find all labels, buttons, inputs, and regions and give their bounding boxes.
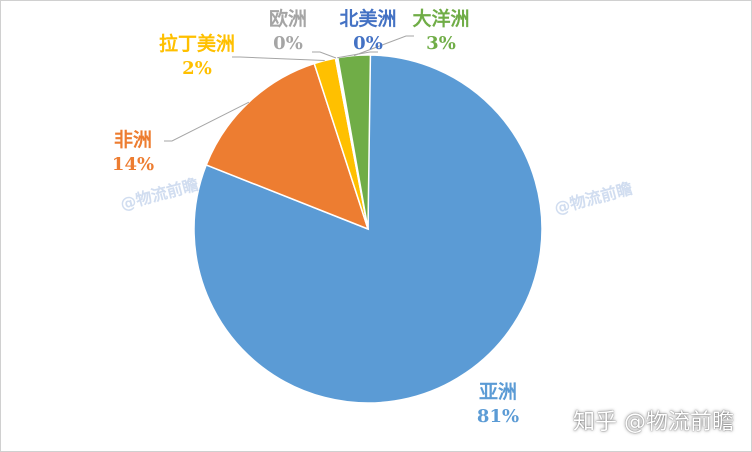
leader-line-4 bbox=[337, 51, 378, 59]
slice-label-1: 非洲 bbox=[114, 129, 152, 151]
watermark-bottom: 知乎 @物流前瞻 bbox=[573, 410, 734, 435]
slice-label-0: 亚洲 bbox=[479, 381, 517, 403]
leader-line-1 bbox=[164, 101, 250, 142]
slice-percent-5: 3% bbox=[426, 33, 456, 54]
slice-label-2: 拉丁美洲 bbox=[159, 32, 235, 55]
slice-percent-4: 0% bbox=[353, 33, 383, 54]
slice-label-5: 大洋洲 bbox=[412, 7, 469, 30]
leader-line-5 bbox=[353, 35, 414, 57]
slice-label-3: 欧洲 bbox=[269, 7, 307, 30]
leader-line-2 bbox=[232, 56, 325, 61]
slice-percent-3: 0% bbox=[273, 33, 303, 54]
slice-percent-0: 81% bbox=[477, 406, 519, 427]
watermark-right: @物流前瞻 bbox=[552, 179, 634, 218]
slice-percent-1: 14% bbox=[112, 154, 154, 175]
slice-percent-2: 2% bbox=[182, 58, 212, 79]
leader-lines bbox=[164, 35, 414, 142]
leader-line-3 bbox=[312, 51, 337, 59]
pie-slices bbox=[193, 54, 543, 404]
data-labels: 亚洲 81% 非洲 14% 拉丁美洲 2% 欧洲 0% 北美洲 0% 大洋洲 3% bbox=[112, 7, 519, 427]
slice-label-4: 北美洲 bbox=[339, 7, 396, 30]
watermark-left: @物流前瞻 bbox=[118, 175, 200, 214]
